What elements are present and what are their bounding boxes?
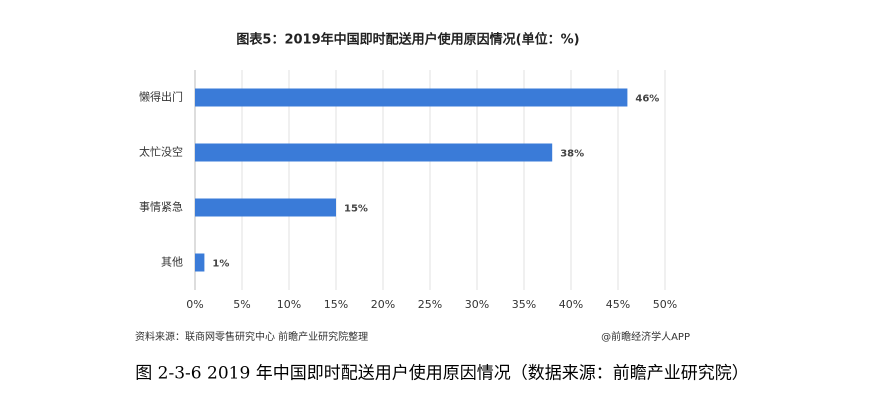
- y-tick-label: 其他: [161, 256, 183, 269]
- x-tick-label: 45%: [606, 298, 630, 311]
- x-tick-label: 0%: [186, 298, 203, 311]
- x-tick-label: 15%: [324, 298, 348, 311]
- x-tick-label: 25%: [418, 298, 442, 311]
- value-label: 38%: [560, 149, 584, 160]
- x-tick-label: 40%: [559, 298, 583, 311]
- bar: [195, 198, 336, 217]
- bar: [195, 88, 628, 107]
- bar: [195, 143, 553, 162]
- value-label: 46%: [635, 94, 659, 105]
- x-tick-label: 20%: [371, 298, 395, 311]
- y-tick-label: 事情紧急: [139, 200, 183, 214]
- x-tick-label: 10%: [277, 298, 301, 311]
- value-label: 1%: [212, 259, 229, 270]
- y-tick-label: 太忙没空: [139, 145, 183, 159]
- x-tick-label: 35%: [512, 298, 536, 311]
- caption: 图 2-3-6 2019 年中国即时配送用户使用原因情况（数据来源：前瞻产业研究…: [135, 363, 748, 384]
- source: 资料来源：联商网零售研究中心 前瞻产业研究院整理: [135, 330, 368, 343]
- chart-title: 图表5：2019年中国即时配送用户使用原因情况(单位：%): [236, 32, 579, 48]
- x-tick-label: 50%: [653, 298, 677, 311]
- x-tick-label: 5%: [233, 298, 250, 311]
- credit: @前瞻经济学人APP: [601, 330, 690, 343]
- y-tick-label: 懒得出门: [139, 90, 183, 104]
- x-tick-label: 30%: [465, 298, 489, 311]
- value-label: 15%: [344, 204, 368, 215]
- bar: [195, 253, 205, 272]
